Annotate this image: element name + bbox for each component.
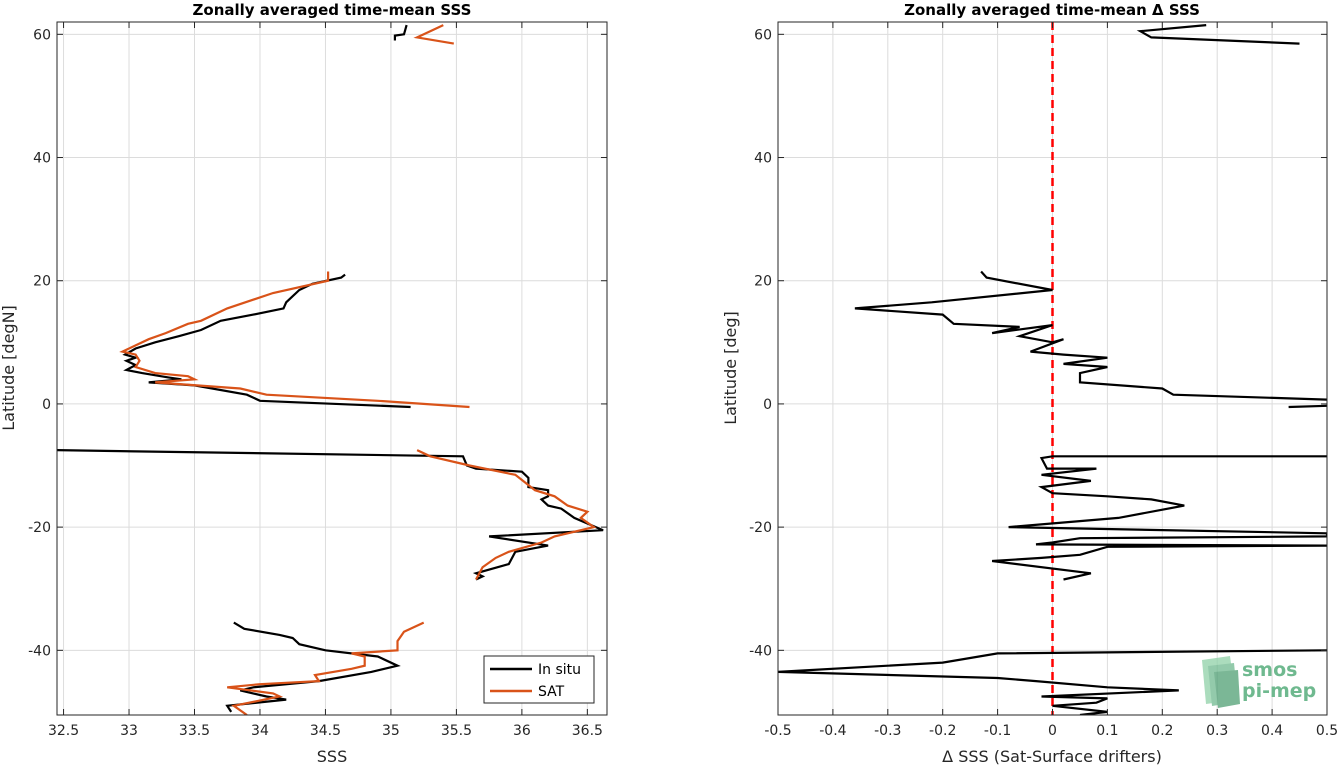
left-x-tick-label: 36.5	[572, 723, 603, 739]
right-x-tick-label: 0.2	[1151, 723, 1173, 739]
right-x-tick-label: -0.2	[929, 723, 956, 739]
right-x-tick-label: -0.3	[874, 723, 901, 739]
panel-right-delta-sss: -0.5 -0.4 -0.3 -0.2 -0.1 0 0.1 0.2 0.3 0.4 0.5 -40 -…	[721, 1, 1338, 765]
left-series-in-situ-segment	[225, 621, 401, 713]
left-axes-frame	[56, 21, 608, 716]
right-y-tick-label: 20	[754, 274, 772, 290]
right-x-tick-label: 0.4	[1261, 723, 1283, 739]
left-y-axis-label: Latitude [degN]	[0, 305, 18, 431]
left-y-tick-label: 20	[33, 274, 51, 290]
left-data-lines	[57, 24, 604, 715]
left-y-tick-label: 0	[42, 397, 51, 413]
left-x-tick-label: 32.5	[48, 723, 79, 739]
right-data-lines	[778, 22, 1327, 715]
left-series-sat-segment	[227, 621, 425, 715]
left-x-tick-label: 33	[120, 723, 138, 739]
panel-left-sss: 32.5 33 33.5 34 34.5 35 35.5 36 36.5 -40 -20 0 20 40 6…	[0, 1, 608, 765]
right-y-tick-label: 60	[754, 27, 772, 43]
legend-box	[483, 655, 595, 704]
left-x-tick-label: 35	[382, 723, 400, 739]
left-x-tick-label: 34	[251, 723, 269, 739]
right-x-tick-label: -0.5	[764, 723, 791, 739]
left-series-sat-segment	[413, 24, 454, 45]
left-x-tick-label: 34.5	[310, 723, 341, 739]
right-series-delta-sss-segment	[1136, 24, 1300, 45]
left-y-tick-label: -40	[28, 643, 51, 659]
right-y-axis-label: Latitude [deg]	[721, 311, 740, 425]
left-series-in-situ-segment	[122, 273, 411, 409]
right-y-tick-label: 40	[754, 151, 772, 167]
left-series-in-situ-segment	[393, 24, 408, 41]
right-series-delta-sss-segment	[854, 270, 1327, 401]
right-series-delta-sss-segment	[1288, 404, 1327, 409]
legend-label-in-situ: In situ	[538, 662, 581, 678]
left-x-axis-label: SSS	[317, 747, 347, 765]
right-x-tick-label: 0.1	[1096, 723, 1118, 739]
right-y-tick-label: -20	[749, 520, 772, 536]
right-x-tick-label: -0.4	[819, 723, 846, 739]
left-y-tick-label: -20	[28, 520, 51, 536]
right-ticks: -0.5 -0.4 -0.3 -0.2 -0.1 0 0.1 0.2 0.3 0.4 0.5 -40 -…	[749, 22, 1338, 739]
left-x-tick-label: 36	[513, 723, 531, 739]
logo-text-line2: pi-mep	[1242, 680, 1316, 702]
left-series-sat-segment	[119, 271, 470, 409]
legend: In situ SAT	[483, 655, 595, 704]
smos-pi-mep-logo: smos pi-mep	[1202, 656, 1316, 708]
right-x-axis-label: Δ SSS (Sat-Surface drifters)	[942, 747, 1162, 765]
logo-layers-icon	[1202, 656, 1240, 708]
left-grid	[57, 22, 607, 715]
right-y-tick-label: -40	[749, 643, 772, 659]
left-y-tick-label: 40	[33, 151, 51, 167]
right-series-delta-sss-segment	[778, 649, 1327, 715]
right-x-tick-label: 0.5	[1316, 723, 1338, 739]
logo-text-line1: smos	[1242, 659, 1297, 681]
left-x-tick-label: 35.5	[441, 723, 472, 739]
left-y-tick-label: 60	[33, 27, 51, 43]
right-x-tick-label: 0.3	[1206, 723, 1228, 739]
left-series-sat-segment	[416, 449, 597, 581]
legend-label-sat: SAT	[538, 684, 565, 700]
right-chart-title: Zonally averaged time-mean Δ SSS	[904, 1, 1200, 19]
right-y-tick-label: 0	[763, 397, 772, 413]
left-series-in-situ-segment	[57, 449, 604, 581]
left-chart-title: Zonally averaged time-mean SSS	[193, 1, 472, 19]
right-series-delta-sss-segment	[991, 455, 1327, 581]
left-ticks: 32.5 33 33.5 34 34.5 35 35.5 36 36.5 -40 -20 0 20 40 6…	[28, 22, 607, 739]
right-x-tick-label: -0.1	[984, 723, 1011, 739]
left-x-tick-label: 33.5	[179, 723, 210, 739]
right-x-tick-label: 0	[1048, 723, 1057, 739]
